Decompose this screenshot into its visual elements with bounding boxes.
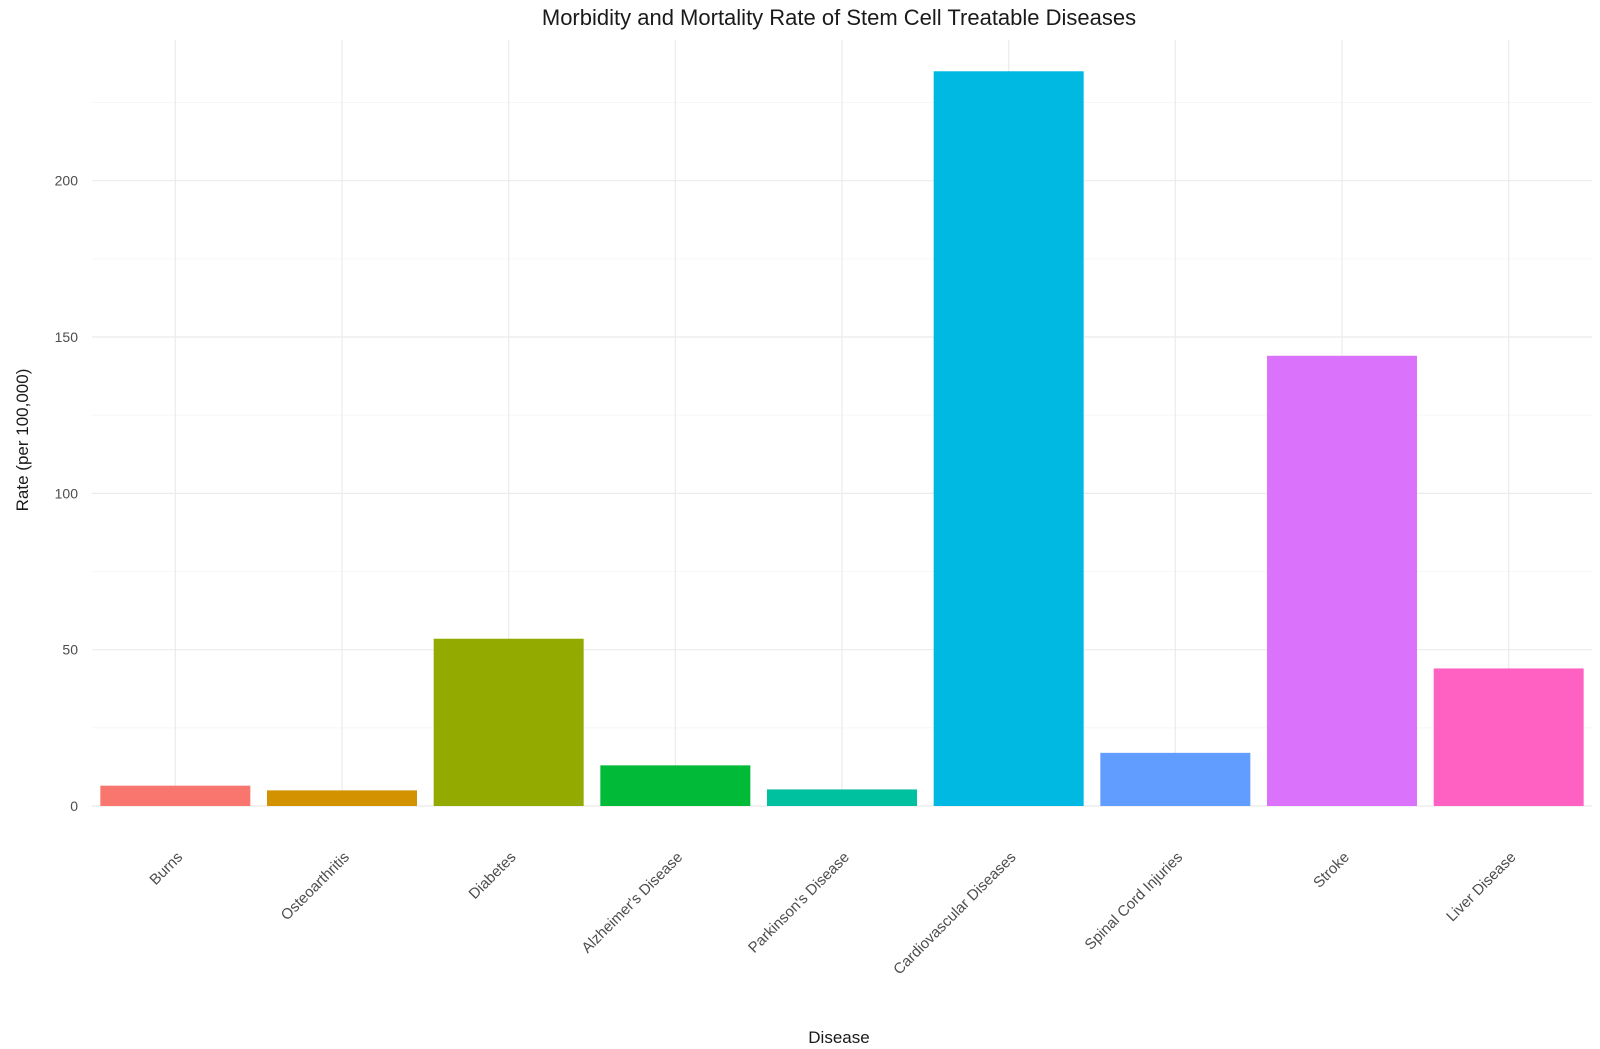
chart-title: Morbidity and Mortality Rate of Stem Cel…	[542, 5, 1136, 30]
bar	[267, 790, 417, 806]
y-axis-ticks: 0 50 100 150 200	[55, 173, 79, 814]
x-tick-label: Stroke	[1310, 849, 1353, 892]
bar	[1100, 752, 1251, 806]
bars	[100, 71, 1584, 806]
y-tick-label: 200	[55, 173, 79, 189]
x-tick-label: Parkinson's Disease	[745, 849, 853, 957]
x-tick-label: Cardiovascular Diseases	[890, 849, 1019, 978]
bar	[1267, 355, 1417, 806]
x-tick-label: Liver Disease	[1443, 849, 1519, 925]
bar	[767, 789, 917, 806]
bar	[933, 71, 1084, 806]
bar	[600, 765, 751, 806]
y-tick-label: 50	[62, 642, 78, 658]
x-tick-label: Alzheimer's Disease	[578, 849, 686, 957]
x-tick-label: Burns	[146, 849, 186, 889]
y-axis-title: Rate (per 100,000)	[13, 369, 32, 512]
x-tick-label: Spinal Cord Injuries	[1082, 849, 1187, 954]
x-tick-label: Osteoarthritis	[278, 849, 353, 924]
x-axis-ticks: Burns Osteoarthritis Diabetes Alzheimer's D…	[146, 849, 1519, 978]
x-tick-label: Diabetes	[466, 849, 520, 903]
y-tick-label: 150	[55, 329, 79, 345]
x-axis-title: Disease	[808, 1028, 869, 1047]
y-tick-label: 100	[55, 485, 79, 501]
y-tick-label: 0	[70, 798, 78, 814]
bar	[433, 638, 584, 806]
bar	[1433, 668, 1584, 806]
bar	[100, 785, 251, 806]
